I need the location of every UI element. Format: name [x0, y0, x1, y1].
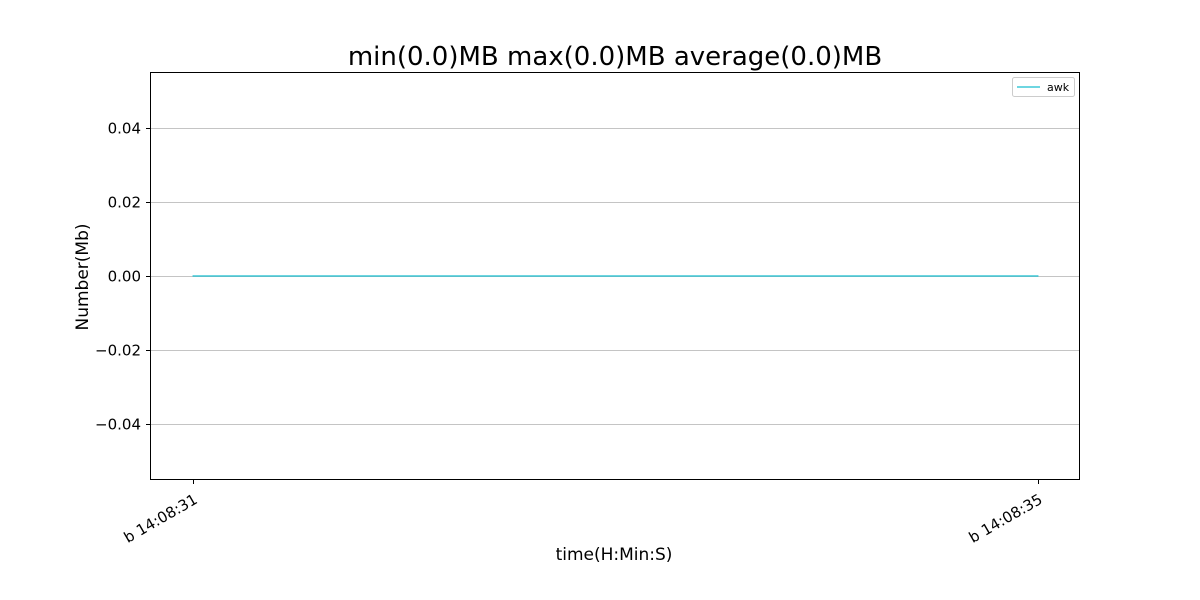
y-tick-label: 0.04 — [108, 120, 141, 138]
data-point — [192, 275, 194, 277]
x-axis-label: time(H:Min:S) — [556, 545, 673, 565]
y-axis-label: Number(Mb) — [73, 223, 93, 330]
chart-title: min(0.0)MB max(0.0)MB average(0.0)MB — [348, 42, 882, 72]
legend-box — [1012, 77, 1075, 97]
legend-label: awk — [1047, 81, 1070, 94]
data-point — [1037, 275, 1039, 277]
y-tick-label: −0.04 — [95, 416, 141, 434]
y-tick-label: 0.00 — [108, 268, 141, 286]
y-tick-label: 0.02 — [108, 194, 141, 212]
y-tick-label: −0.02 — [95, 342, 141, 360]
legend: awk — [1012, 77, 1075, 97]
y-axis: 0.04 0.02 0.00 −0.02 −0.04 — [95, 120, 150, 434]
plot-series — [192, 275, 1039, 277]
plot-frame — [150, 72, 1080, 480]
